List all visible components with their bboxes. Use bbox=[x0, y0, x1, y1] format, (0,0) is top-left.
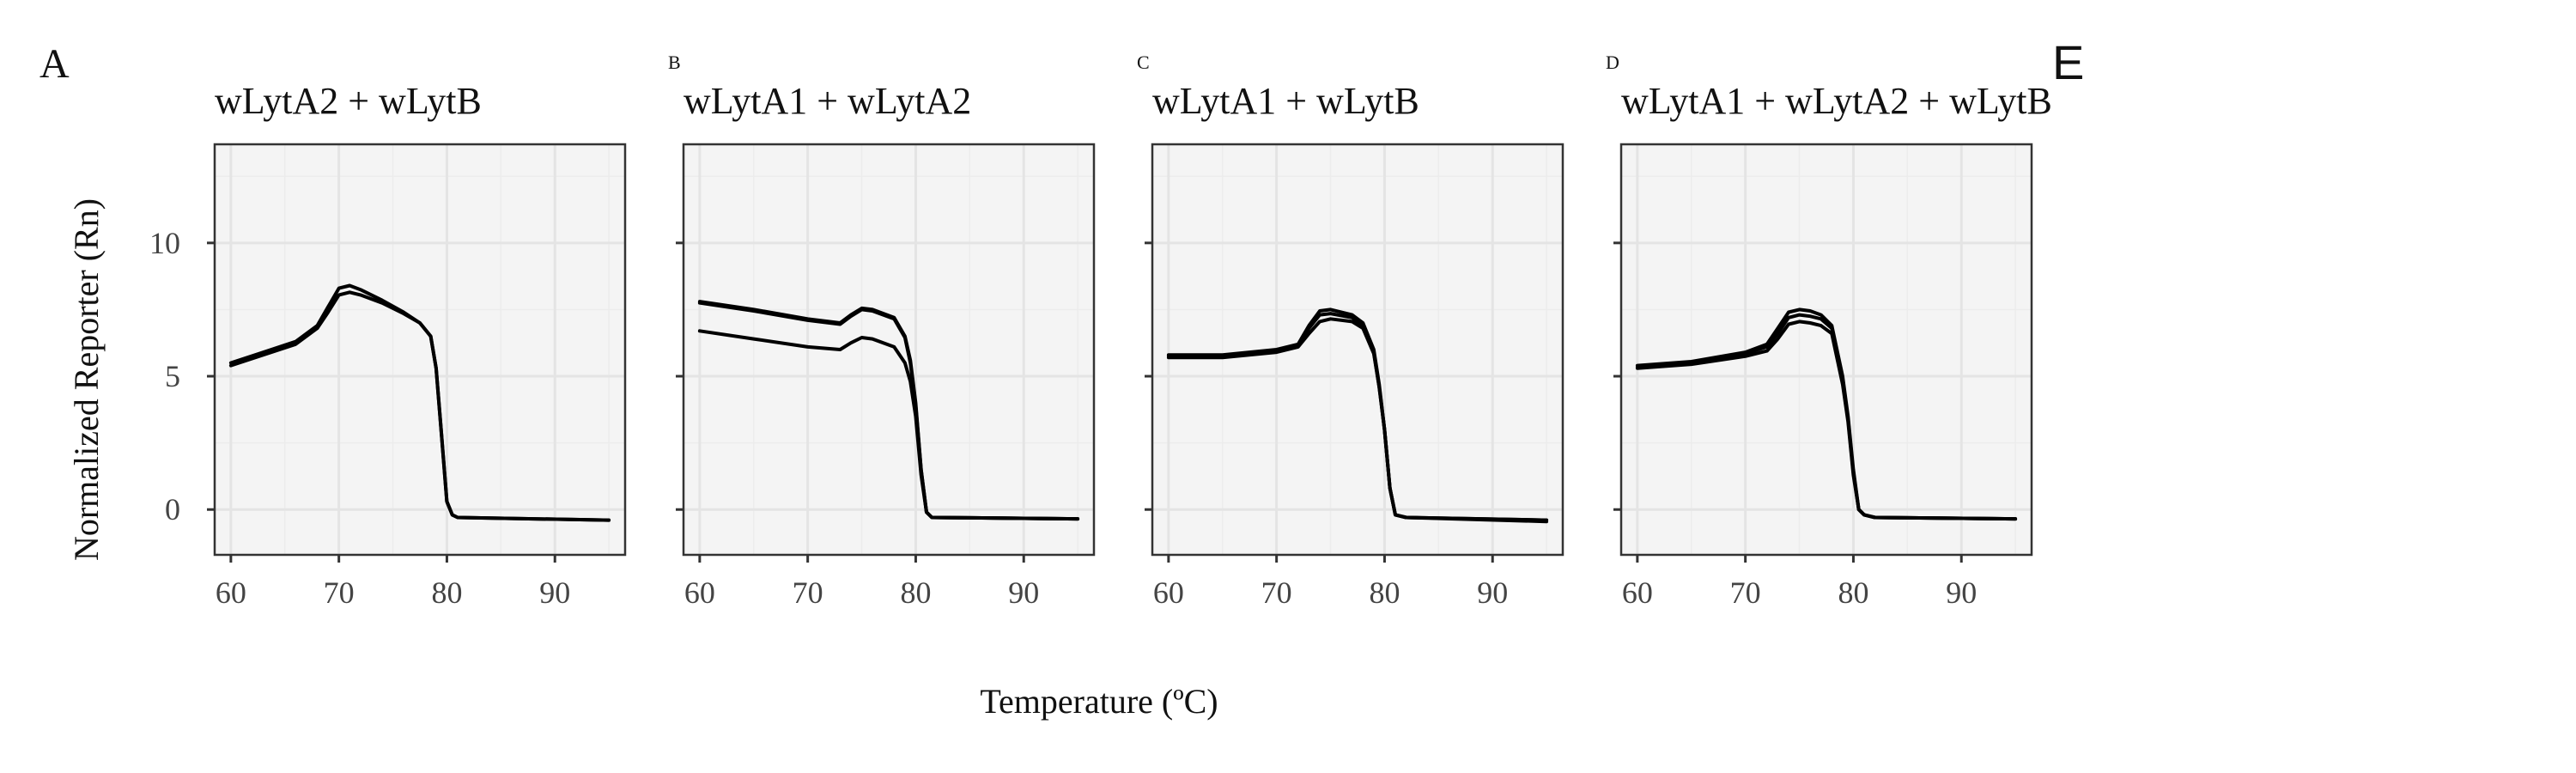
plot-area: 60 70 80 90 bbox=[676, 143, 1096, 610]
x-tick-label: 80 bbox=[431, 575, 462, 610]
plot-frame bbox=[682, 143, 1096, 557]
plot-background bbox=[1152, 144, 1563, 555]
series-line-2 bbox=[228, 290, 611, 522]
panel-letter: C bbox=[1137, 52, 1150, 73]
plot-frame bbox=[1151, 143, 1564, 557]
plot-area: 60 70 80 90 bbox=[1145, 143, 1564, 610]
plot-frame bbox=[1619, 143, 2033, 557]
x-tick-label: 60 bbox=[1622, 575, 1653, 610]
x-tick-label: 80 bbox=[1369, 575, 1400, 610]
panel-letter: A bbox=[39, 41, 70, 87]
x-tick-label: 90 bbox=[1946, 575, 1977, 610]
panel-letter: B bbox=[668, 52, 681, 73]
y-tick-label: 10 bbox=[149, 226, 180, 260]
y-axis-title: Normalized Reporter (Rn) bbox=[67, 198, 106, 561]
plot-background bbox=[683, 144, 1094, 555]
panel-c: C wLytA1 + wLytB 60 70 80 90 bbox=[1137, 52, 1564, 610]
panel-title: wLytA1 + wLytB bbox=[1152, 80, 1419, 122]
extra-panel-label: E bbox=[2052, 35, 2084, 89]
panel-title: wLytA1 + wLytA2 bbox=[683, 80, 971, 122]
x-tick-label: 60 bbox=[684, 575, 715, 610]
panel-a: A wLytA2 + wLytB 60 70 80 90 0 5 10 bbox=[39, 41, 627, 610]
plot-frame bbox=[213, 143, 627, 557]
x-tick-label: 80 bbox=[1838, 575, 1868, 610]
x-tick-label: 60 bbox=[1153, 575, 1184, 610]
x-tick-label: 60 bbox=[216, 575, 246, 610]
x-tick-label: 90 bbox=[1477, 575, 1508, 610]
series-line-3 bbox=[1635, 320, 2018, 521]
x-tick-label: 70 bbox=[1261, 575, 1292, 610]
plot-area: 60 70 80 90 bbox=[1613, 143, 2033, 610]
x-tick-label: 90 bbox=[1008, 575, 1039, 610]
panel-title: wLytA2 + wLytB bbox=[215, 80, 482, 122]
plot-background bbox=[1621, 144, 2032, 555]
x-tick-label: 90 bbox=[539, 575, 570, 610]
x-tick-label: 70 bbox=[793, 575, 823, 610]
plot-area: 60 70 80 90 0 5 10 bbox=[149, 143, 627, 610]
y-tick-label: 0 bbox=[165, 492, 180, 526]
x-tick-label: 80 bbox=[900, 575, 931, 610]
y-tick-label: 5 bbox=[165, 359, 180, 393]
panel-d: D wLytA1 + wLytA2 + wLytB 60 70 80 90 bbox=[1606, 52, 2052, 610]
series-line-3 bbox=[697, 329, 1080, 521]
x-tick-label: 70 bbox=[1730, 575, 1761, 610]
panel-title: wLytA1 + wLytA2 + wLytB bbox=[1621, 80, 2052, 122]
x-axis-title: Temperature (ºC) bbox=[980, 682, 1218, 721]
panel-letter: D bbox=[1606, 52, 1619, 73]
x-tick-label: 70 bbox=[324, 575, 355, 610]
panel-b: B wLytA1 + wLytA2 60 70 80 90 bbox=[668, 52, 1096, 610]
series-line-3 bbox=[1166, 317, 1549, 524]
